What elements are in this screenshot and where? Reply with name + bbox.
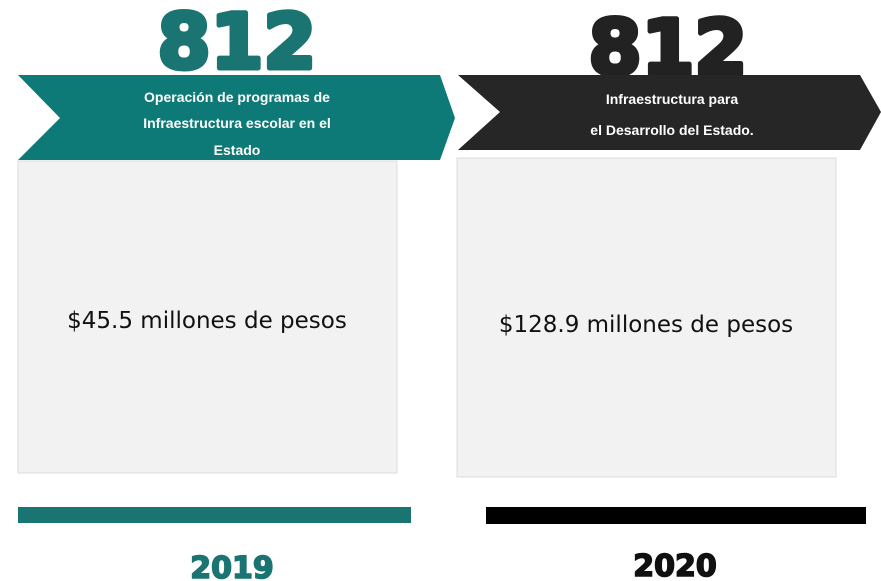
divider-bar <box>18 507 411 523</box>
title-line: Infraestructura para <box>606 91 738 107</box>
divider-bar <box>486 507 866 524</box>
amount-box <box>17 160 398 474</box>
program-code: 812 <box>158 0 317 86</box>
title-line: Operación de programas de <box>144 89 330 105</box>
amount: $45.5 millones de pesos <box>67 308 347 334</box>
title-line: Estado <box>214 142 261 158</box>
amount-box <box>456 157 837 478</box>
title-banner <box>18 75 455 160</box>
year: 2019 <box>190 551 274 581</box>
title-line: el Desarrollo del Estado. <box>590 122 753 138</box>
year: 2020 <box>633 549 717 581</box>
title-line: Infraestructura escolar en el <box>143 115 331 131</box>
title-banner <box>458 75 881 150</box>
amount: $128.9 millones de pesos <box>499 312 793 338</box>
